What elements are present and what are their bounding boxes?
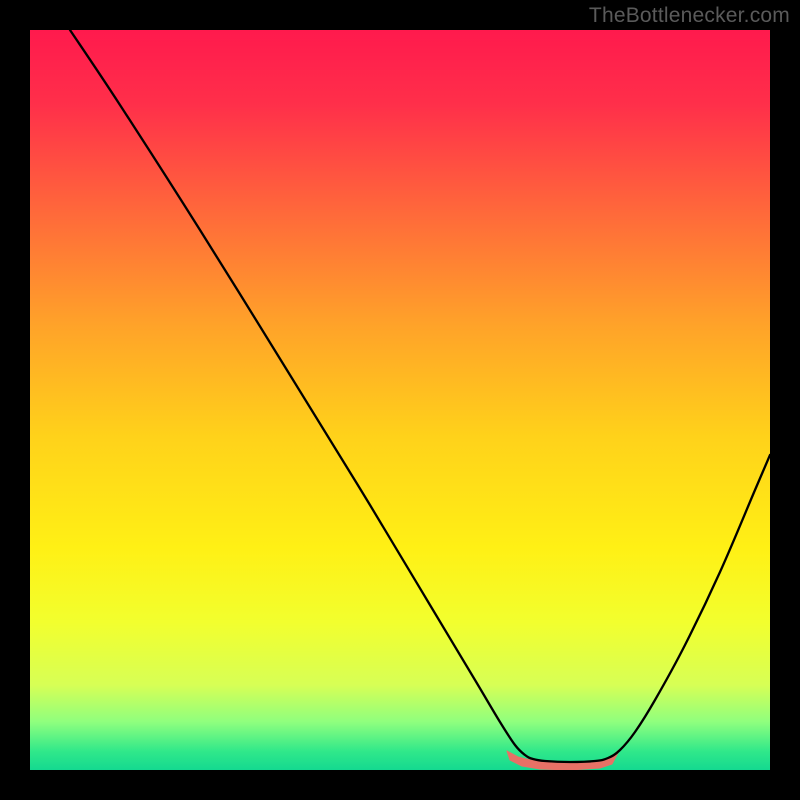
curve-layer	[30, 30, 770, 770]
main-curve	[70, 30, 770, 762]
chart-canvas: TheBottlenecker.com	[0, 0, 800, 800]
watermark-text: TheBottlenecker.com	[589, 4, 790, 28]
